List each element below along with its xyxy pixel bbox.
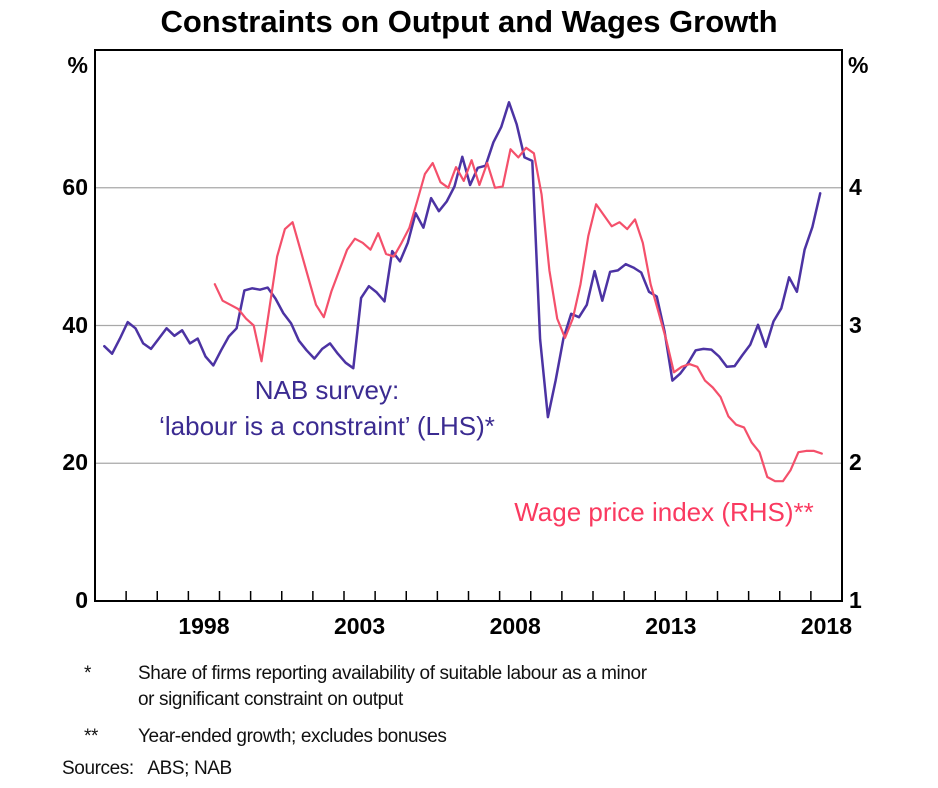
footnote-1-marker: *: [84, 663, 91, 684]
legend-nab-line1: NAB survey:: [254, 375, 400, 405]
sources-line: Sources: ABS; NAB: [62, 758, 232, 779]
wage-price-index-series-line: [213, 146, 823, 483]
chart-title: Constraints on Output and Wages Growth: [160, 4, 778, 39]
plot-border: [94, 49, 843, 602]
footnote-1-line2: or significant constraint on output: [138, 689, 403, 710]
nab-survey-series-line: [103, 101, 822, 419]
left-axis-unit-label: %: [67, 52, 88, 78]
footnote-1-line1: Share of firms reporting availability of…: [138, 663, 647, 684]
legend-nab-line2: ‘labour is a constraint’ (LHS)*: [159, 411, 495, 441]
right-axis-unit-label: %: [848, 52, 869, 78]
footnote-2-marker: **: [84, 726, 98, 747]
footnote-2-line1: Year-ended growth; excludes bonuses: [138, 726, 447, 747]
legend-wage-price-index: Wage price index (RHS)**: [514, 497, 814, 527]
legend-nab-survey: NAB survey: ‘labour is a constraint’ (LH…: [77, 372, 577, 444]
